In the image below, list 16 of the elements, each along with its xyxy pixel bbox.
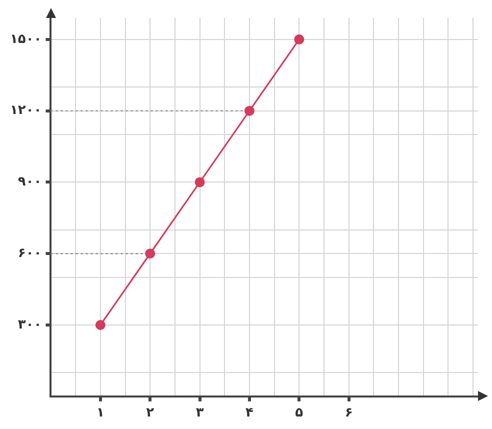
point xyxy=(194,177,205,188)
x-tick-label: ۱ xyxy=(96,406,104,421)
point xyxy=(145,248,156,259)
point xyxy=(95,320,106,330)
x-tick-label: ۴ xyxy=(245,406,254,421)
x-tick-label: ۳ xyxy=(196,406,204,421)
y-tick-label: ۱۵۰۰ xyxy=(10,32,42,47)
point xyxy=(294,34,304,44)
y-tick-label: ۹۰۰ xyxy=(18,174,42,190)
point xyxy=(244,106,254,116)
y-tick-label: ۶۰۰ xyxy=(18,246,42,261)
x-tick-label: ۵ xyxy=(295,406,304,421)
y-tick-label: ۱۲۰۰ xyxy=(10,103,42,118)
x-tick-label: ۶ xyxy=(344,406,353,421)
x-tick-label: ۲ xyxy=(146,406,154,421)
y-tick-label: ۳۰۰ xyxy=(18,317,42,332)
